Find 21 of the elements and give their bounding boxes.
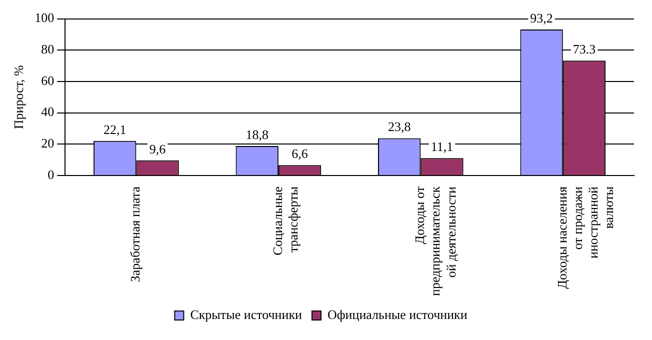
y-tick-label: 0	[48, 166, 54, 182]
x-tick-label: Заработная плата	[128, 186, 143, 282]
x-tick-label: Доходы от предпринимательск ой деятельности	[412, 186, 458, 296]
y-tick-label: 60	[41, 72, 54, 88]
y-tick-label: 20	[41, 136, 54, 151]
legend-label: Скрытые источники	[190, 306, 302, 322]
data-label: 22,1	[104, 122, 126, 137]
data-label: 73.3	[572, 42, 596, 57]
x-tick-label: Доходы населения от продажи иностранной валюты	[554, 186, 616, 289]
data-label: 9,6	[149, 141, 166, 156]
y-axis-title: Прирост, %	[11, 64, 26, 130]
data-label: 18,8	[246, 126, 268, 142]
y-tick-label: 40	[41, 104, 54, 120]
y-tick-label: 100	[34, 10, 54, 26]
data-label: 93,2	[530, 10, 553, 26]
x-tick-label: Социальные трансферты	[270, 186, 300, 256]
data-label: 23,8	[388, 119, 411, 134]
legend-label: Официальные источники	[327, 306, 468, 322]
data-label: 11,1	[430, 139, 454, 154]
y-tick-label: 80	[41, 42, 54, 57]
data-label: 6,6	[292, 146, 308, 162]
